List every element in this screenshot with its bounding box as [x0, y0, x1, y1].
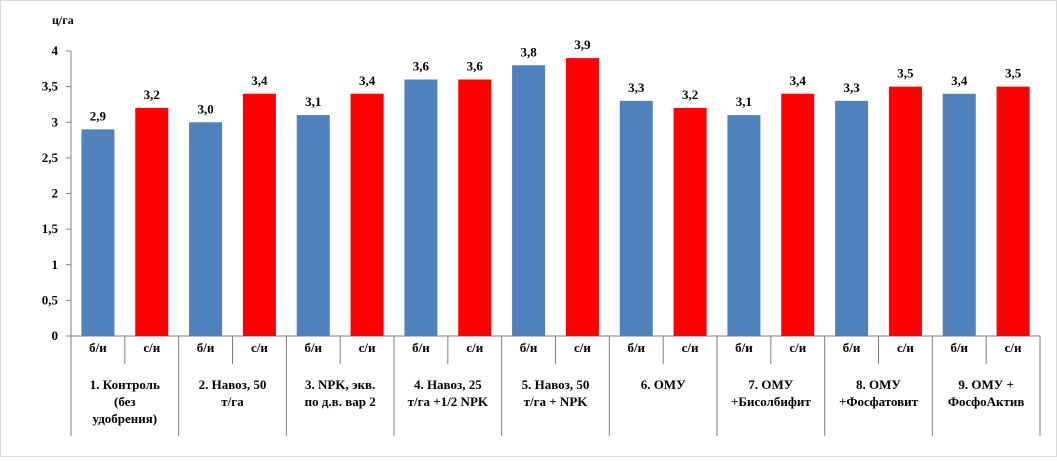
x-subcategory-label: б/и — [627, 340, 645, 355]
x-category-label-line: +Бисолбифит — [731, 394, 811, 409]
x-subcategory-label: с/и — [251, 340, 268, 355]
y-tick-label: 3 — [52, 114, 59, 129]
y-tick-label: 2,5 — [42, 150, 59, 165]
data-label: 3,3 — [628, 80, 645, 95]
x-category-label-line: 8. ОМУ — [856, 377, 901, 392]
x-subcategory-label: с/и — [1005, 340, 1022, 355]
y-tick-label: 3,5 — [42, 79, 59, 94]
y-tick-label: 1 — [52, 257, 59, 272]
x-category-label-line: 2. Навоз, 50 — [199, 377, 267, 392]
data-label: 3,4 — [359, 73, 376, 88]
x-subcategory-label: б/и — [304, 340, 322, 355]
x-category-label: 7. ОМУ +Бисолбифит — [731, 377, 811, 409]
x-subcategory-label: с/и — [574, 340, 591, 355]
x-category-label-line: 5. Навоз, 50 — [522, 377, 590, 392]
x-category-label-line: 7. ОМУ — [748, 377, 793, 392]
data-label: 3,4 — [951, 73, 968, 88]
x-category-label: 3. NPK, экв. по д.в. вар 2 — [305, 377, 376, 409]
x-category-label: 5. Навоз, 50 т/га + NPK — [522, 377, 590, 409]
x-category-label: 9. ОМУ + ФосфоАктив — [948, 377, 1025, 409]
x-category-label-line: 6. ОМУ — [641, 377, 686, 392]
data-label: 3,6 — [467, 59, 484, 74]
x-category-label-line: +Фосфатовит — [839, 394, 919, 409]
bar-bi-1 — [81, 129, 115, 336]
x-subcategory-label: с/и — [143, 340, 160, 355]
x-subcategory-label: с/и — [897, 340, 914, 355]
y-tick-label: 4 — [52, 43, 59, 58]
bars — [81, 58, 1030, 336]
x-subcategory-label: б/и — [950, 340, 968, 355]
x-category-label: 2. Навоз, 50 т/га — [199, 377, 267, 409]
data-label: 3,1 — [305, 94, 321, 109]
x-subcategory-label: б/и — [197, 340, 215, 355]
bar-bi-7 — [727, 115, 761, 336]
y-tick-label: 0 — [52, 328, 59, 343]
data-label: 3,1 — [736, 94, 752, 109]
x-subcategory-label: б/и — [520, 340, 538, 355]
x-subcategory-label: с/и — [682, 340, 699, 355]
x-category-label: 8. ОМУ +Фосфатовит — [839, 377, 919, 409]
bar-si-4 — [458, 79, 492, 336]
x-category-label-line: удобрения) — [93, 411, 158, 426]
data-label: 3,5 — [1005, 66, 1022, 81]
y-tick-label: 2 — [52, 186, 59, 201]
data-label: 3,6 — [413, 59, 430, 74]
bar-bi-9 — [942, 93, 976, 336]
x-category-label-line: ФосфоАктив — [948, 394, 1025, 409]
data-labels: 2,9 3,2 3,0 3,4 3,1 3,4 3,6 3,6 3,8 3,9 3,3 3,2 3,1 3… — [90, 37, 1022, 123]
bar-si-2 — [242, 93, 276, 336]
y-axis-unit-label: ц/га — [52, 13, 74, 27]
bar-si-1 — [135, 108, 169, 336]
data-label: 3,0 — [197, 101, 213, 116]
data-label: 3,4 — [251, 73, 268, 88]
bar-bi-6 — [619, 100, 653, 336]
x-category-label-line: 1. Контроль — [90, 377, 160, 392]
bar-si-3 — [350, 93, 384, 336]
data-label: 3,5 — [897, 66, 914, 81]
bar-si-8 — [888, 86, 922, 336]
x-category-label: 6. ОМУ — [641, 377, 686, 392]
bar-bi-5 — [512, 65, 546, 336]
x-subcategory-label: с/и — [789, 340, 806, 355]
data-label: 3,2 — [682, 87, 698, 102]
data-label: 3,4 — [790, 73, 807, 88]
x-category-label-line: 3. NPK, экв. — [305, 377, 375, 392]
data-label: 3,3 — [843, 80, 860, 95]
data-label: 2,9 — [90, 108, 107, 123]
x-category-label-line: 9. ОМУ + — [958, 377, 1014, 392]
bar-bi-2 — [189, 122, 223, 336]
x-subcategory-label: б/и — [735, 340, 753, 355]
x-subcategory-label: б/и — [89, 340, 107, 355]
x-subcategory-label: б/и — [412, 340, 430, 355]
bar-bi-3 — [296, 115, 330, 336]
x-category-label: 4. Навоз, 25 т/га +1/2 NPK — [408, 377, 489, 409]
x-subcategory-label: б/и — [843, 340, 861, 355]
x-category-label-line: 4. Навоз, 25 — [414, 377, 482, 392]
x-category-label-line: т/га + NPK — [524, 394, 589, 409]
bar-si-7 — [781, 93, 815, 336]
x-subcategory-label: с/и — [466, 340, 483, 355]
bar-si-9 — [996, 86, 1030, 336]
bar-bi-8 — [835, 100, 869, 336]
x-category-label-line: по д.в. вар 2 — [305, 394, 376, 409]
y-tick-label: 0,5 — [42, 292, 59, 307]
x-subcategory-label: с/и — [359, 340, 376, 355]
data-label: 3,2 — [144, 87, 160, 102]
x-category-label-line: т/га — [221, 394, 244, 409]
data-label: 3,9 — [574, 37, 591, 52]
y-tick-label: 1,5 — [42, 221, 59, 236]
x-axis-categories: б/и с/и 1. Контроль (без удобрения) б/и с/и 2. … — [70, 336, 1041, 436]
bar-si-5 — [565, 58, 599, 336]
x-category-label-line: т/га +1/2 NPK — [408, 394, 489, 409]
x-category-label: 1. Контроль (без удобрения) — [90, 377, 160, 426]
data-label: 3,8 — [520, 44, 537, 59]
bar-bi-4 — [404, 79, 438, 336]
bar-si-6 — [673, 108, 707, 336]
x-category-label-line: (без — [114, 394, 136, 409]
